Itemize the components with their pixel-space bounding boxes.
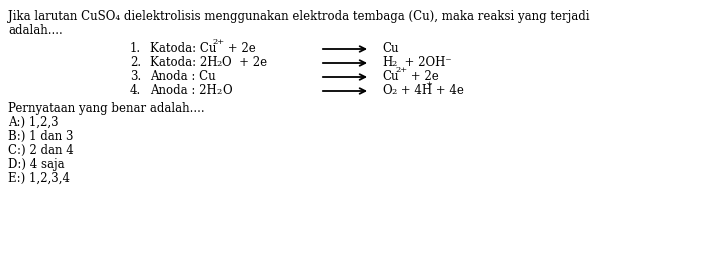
Text: + 2e: + 2e — [407, 70, 438, 83]
Text: Anoda : 2H: Anoda : 2H — [150, 84, 217, 97]
Text: +: + — [425, 80, 432, 88]
Text: O: O — [222, 84, 232, 97]
Text: A:) 1,2,3: A:) 1,2,3 — [8, 116, 58, 129]
Text: 2: 2 — [391, 88, 396, 96]
Text: Katoda: 2H: Katoda: 2H — [150, 56, 217, 69]
Text: D:) 4 saja: D:) 4 saja — [8, 158, 65, 171]
Text: O: O — [382, 84, 392, 97]
Text: + 4e: + 4e — [432, 84, 464, 97]
Text: 2+: 2+ — [395, 66, 407, 74]
Text: adalah....: adalah.... — [8, 24, 63, 37]
Text: 3.: 3. — [130, 70, 141, 83]
Text: Cu: Cu — [382, 70, 398, 83]
Text: E:) 1,2,3,4: E:) 1,2,3,4 — [8, 172, 70, 185]
Text: 2: 2 — [216, 60, 221, 68]
Text: 2+: 2+ — [212, 38, 224, 46]
Text: + 2e: + 2e — [224, 42, 256, 55]
Text: Pernyataan yang benar adalah....: Pernyataan yang benar adalah.... — [8, 102, 204, 115]
Text: C:) 2 dan 4: C:) 2 dan 4 — [8, 144, 73, 157]
Text: O  + 2e: O + 2e — [222, 56, 267, 69]
Text: Katoda: Cu: Katoda: Cu — [150, 42, 217, 55]
Text: B:) 1 dan 3: B:) 1 dan 3 — [8, 130, 73, 143]
Text: 1.: 1. — [130, 42, 141, 55]
Text: H: H — [382, 56, 392, 69]
Text: 2.: 2. — [130, 56, 141, 69]
Text: 2: 2 — [391, 60, 396, 68]
Text: + 2OH⁻: + 2OH⁻ — [397, 56, 451, 69]
Text: Cu: Cu — [382, 42, 398, 55]
Text: 2: 2 — [216, 88, 221, 96]
Text: + 4H: + 4H — [397, 84, 432, 97]
Text: Jika larutan CuSO₄ dielektrolisis menggunakan elektroda tembaga (Cu), maka reaks: Jika larutan CuSO₄ dielektrolisis menggu… — [8, 10, 590, 23]
Text: 4.: 4. — [130, 84, 141, 97]
Text: Anoda : Cu: Anoda : Cu — [150, 70, 215, 83]
